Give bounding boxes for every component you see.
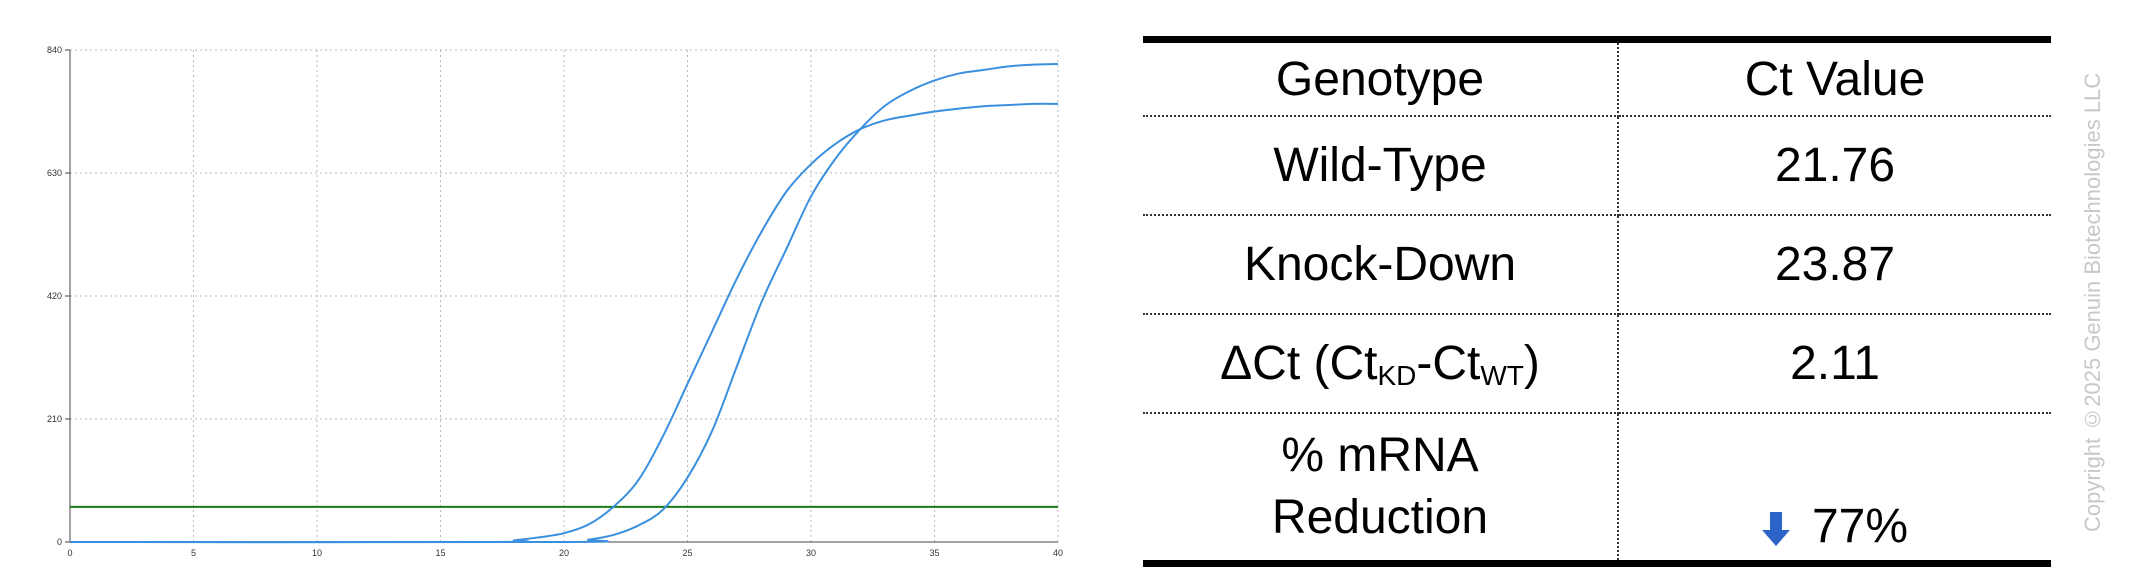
amplification-chart: 0 5 10 15 20 25 30 35 40 0 210 420 630 840	[47, 45, 1063, 558]
x-tick-label: 40	[1053, 548, 1063, 558]
row-value-knock-down: 23.87	[1618, 215, 2051, 315]
ct-table: Genotype Ct Value Wild-Type 21.76 Knock-…	[1143, 36, 2051, 567]
x-tick-label: 35	[929, 548, 939, 558]
amplification-plot-svg: 0 5 10 15 20 25 30 35 40 0 210 420 630 840	[47, 45, 1063, 558]
x-tick-label: 25	[682, 548, 692, 558]
y-tick-label: 420	[47, 291, 62, 301]
x-tick-label: 20	[559, 548, 569, 558]
y-tick-label: 0	[57, 537, 62, 547]
header-ct-value: Ct Value	[1618, 39, 2051, 117]
delta-ct-suffix: )	[1523, 336, 1540, 390]
table-row: Knock-Down 23.87	[1143, 215, 2051, 315]
table-row: Wild-Type 21.76	[1143, 116, 2051, 216]
y-tick-label: 630	[47, 168, 62, 178]
x-tick-label: 0	[67, 548, 72, 558]
amplification-curve-1	[69, 102, 1059, 544]
delta-ct-mid: -Ct	[1416, 336, 1481, 390]
reduction-label-line1: % mRNA	[1281, 429, 1479, 482]
amplification-curve-2	[69, 63, 1059, 544]
series-layer	[69, 63, 1059, 544]
x-tick-label: 30	[806, 548, 816, 558]
down-arrow-icon	[1761, 512, 1790, 546]
delta-ct-sub-kd: KD	[1377, 359, 1417, 391]
x-tick-label: 15	[435, 548, 445, 558]
row-value-delta-ct: 2.11	[1618, 314, 2051, 414]
table-row: ΔCt (CtKD-CtWT) 2.11	[1143, 314, 2051, 414]
row-label-mrna-reduction: % mRNA Reduction	[1143, 413, 1619, 567]
grid-layer	[70, 49, 1059, 542]
table-header-row: Genotype Ct Value	[1143, 39, 2051, 117]
x-tick-label: 10	[312, 548, 322, 558]
delta-ct-prefix: ΔCt (Ct	[1220, 336, 1378, 390]
header-genotype: Genotype	[1143, 39, 1619, 117]
row-label-wild-type: Wild-Type	[1143, 116, 1619, 216]
table-row: % mRNA Reduction 77%	[1143, 413, 2051, 567]
row-label-delta-ct: ΔCt (CtKD-CtWT)	[1143, 314, 1619, 414]
axis-layer: 0 5 10 15 20 25 30 35 40 0 210 420 630 840	[47, 45, 1063, 558]
row-value-mrna-reduction: 77%	[1618, 413, 2051, 567]
copyright-watermark: Copyright ©2025 Genuin Biotechnologies L…	[2080, 72, 2105, 532]
row-value-wild-type: 21.76	[1618, 116, 2051, 216]
y-tick-label: 840	[47, 45, 62, 55]
x-tick-label: 5	[191, 548, 196, 558]
reduction-value: 77%	[1811, 500, 1909, 553]
delta-ct-sub-wt: WT	[1480, 359, 1524, 391]
y-tick-label: 210	[47, 414, 62, 424]
ct-value-table: Genotype Ct Value Wild-Type 21.76 Knock-…	[1143, 36, 2051, 567]
row-label-knock-down: Knock-Down	[1143, 215, 1619, 315]
reduction-label-line2: Reduction	[1271, 491, 1489, 544]
